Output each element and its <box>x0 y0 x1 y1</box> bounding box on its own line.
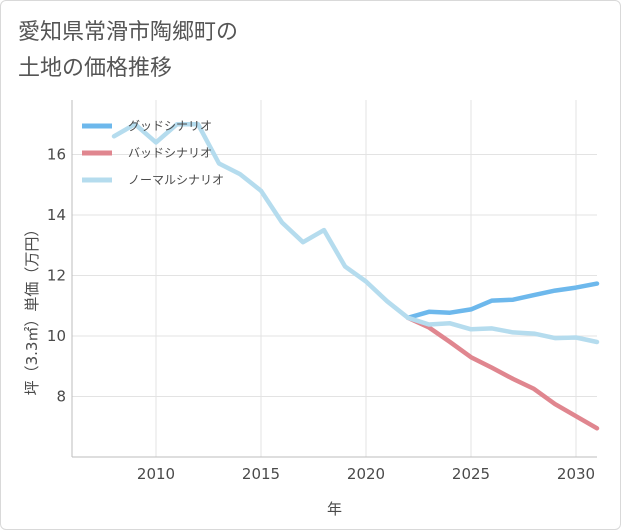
chart-title-line-1: 愛知県常滑市陶郷町の <box>18 20 239 45</box>
series-line-0 <box>405 281 600 321</box>
y-tick-label: 8 <box>56 387 66 405</box>
series-line-1 <box>405 315 600 431</box>
x-tick-label: 2025 <box>452 465 490 483</box>
series-lines <box>111 121 600 431</box>
y-tick-label: 14 <box>47 206 66 224</box>
series-line-2 <box>111 121 600 345</box>
legend-label: グッドシナリオ <box>128 119 212 133</box>
chart-title-line-2: 土地の価格推移 <box>18 56 173 81</box>
x-tick-label: 2015 <box>242 465 280 483</box>
axes <box>71 100 597 458</box>
x-tick-label: 2030 <box>557 465 595 483</box>
x-tick-label: 2020 <box>347 465 385 483</box>
tick-labels: 2010 2015 2020 2025 2030 8 10 12 14 16 <box>47 145 595 483</box>
legend-label: バッドシナリオ <box>128 146 212 160</box>
grid-lines <box>72 100 597 457</box>
x-tick-label: 2010 <box>137 465 175 483</box>
legend-label: ノーマルシナリオ <box>128 173 224 187</box>
y-tick-label: 10 <box>47 327 66 345</box>
y-tick-label: 12 <box>47 266 66 284</box>
x-axis-title: 年 <box>327 500 342 518</box>
chart-title: 愛知県常滑市陶郷町の 土地の価格推移 <box>18 15 238 87</box>
y-tick-label: 16 <box>47 145 66 163</box>
y-axis-title: 坪（3.3㎡）単価（万円） <box>23 222 41 396</box>
